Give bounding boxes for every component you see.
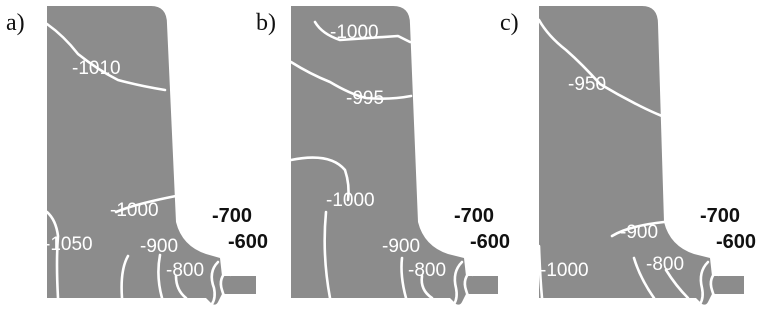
panel-a-shape bbox=[47, 6, 256, 305]
panel-a-label-600: -600 bbox=[228, 231, 268, 253]
panel-c-letter: c) bbox=[500, 10, 519, 36]
panel-b-label-900: -900 bbox=[382, 236, 420, 257]
panel-c-leader-600 bbox=[717, 249, 731, 277]
panel-b-shape bbox=[291, 6, 498, 305]
panel-b-label-995: -995 bbox=[346, 88, 384, 109]
panel-a-label-1000: -1000 bbox=[110, 200, 159, 221]
panel-c-leader-700 bbox=[711, 229, 717, 271]
panel-c-isolines bbox=[537, 18, 720, 306]
panel-b: b) -1000 -995 -1000 -900 -800 -700 -600 bbox=[256, 6, 510, 306]
panel-a-letter: a) bbox=[6, 10, 25, 36]
panel-c-label-1000: -1000 bbox=[540, 260, 589, 281]
panel-a-label-900: -900 bbox=[140, 236, 178, 257]
panel-c-label-950: -950 bbox=[568, 74, 606, 95]
panel-c-label-800: -800 bbox=[646, 254, 684, 275]
panel-b-leader-700 bbox=[465, 229, 471, 271]
panel-a-leader-700 bbox=[223, 229, 229, 271]
panel-a-isolines bbox=[45, 22, 230, 306]
panel-b-label-600: -600 bbox=[470, 231, 510, 253]
panel-b-label-700: -700 bbox=[454, 205, 494, 227]
panel-b-letter: b) bbox=[256, 10, 276, 36]
panel-c-label-700: -700 bbox=[700, 205, 740, 227]
panel-a-label-1010: -1010 bbox=[72, 58, 121, 79]
panel-c: c) -950 -1000 -900 -800 -700 -600 bbox=[500, 6, 756, 306]
panel-a-label-800: -800 bbox=[166, 260, 204, 281]
panel-a: a) -1010 -1000 -1050 -900 -800 -700 -600 bbox=[6, 6, 268, 306]
panel-b-leader-600 bbox=[471, 249, 485, 277]
panel-c-label-900: -900 bbox=[620, 222, 658, 243]
panel-b-label-800: -800 bbox=[408, 260, 446, 281]
panel-c-label-600: -600 bbox=[716, 231, 756, 253]
panel-a-label-1050: -1050 bbox=[44, 234, 93, 255]
panel-b-isolines bbox=[289, 20, 474, 306]
panel-a-leader-600 bbox=[229, 249, 241, 277]
panel-b-label-1000: -1000 bbox=[326, 190, 375, 211]
panel-c-shape bbox=[539, 6, 744, 305]
panel-a-label-700: -700 bbox=[212, 205, 252, 227]
panel-b-label-1000-top: -1000 bbox=[330, 22, 379, 43]
